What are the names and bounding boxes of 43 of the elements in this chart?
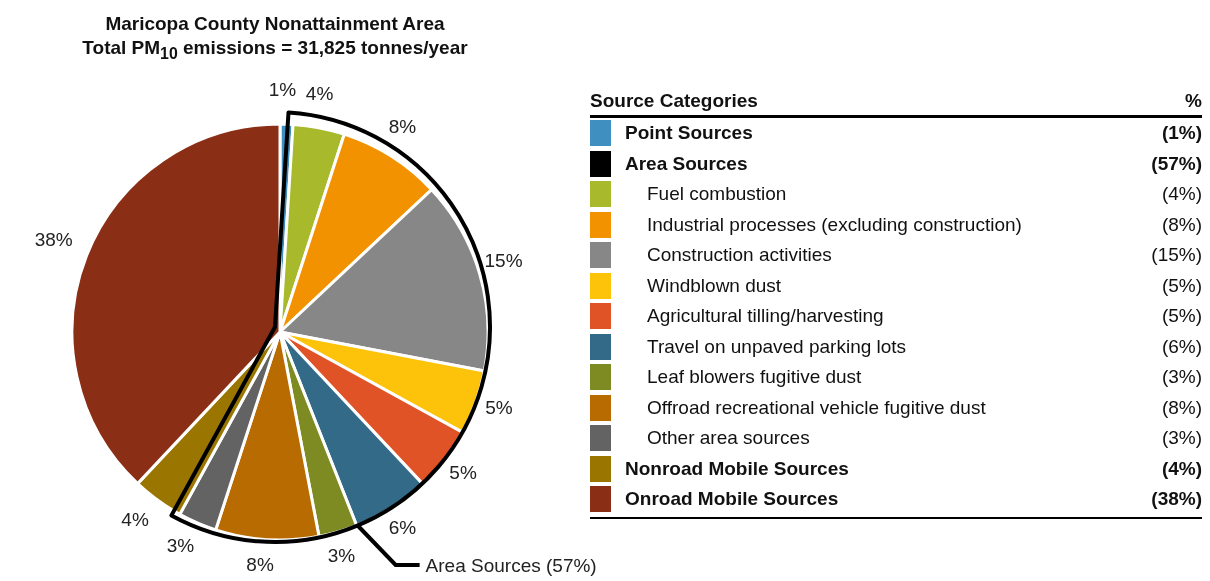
text: (4%) (1161, 457, 1202, 480)
text: (5%) (1161, 274, 1202, 297)
data-label: 38% (34, 228, 73, 250)
text: (3%) (1161, 366, 1202, 389)
text: Area Sources (57%) (425, 554, 597, 576)
legend-label: Industrial processes (excluding construction) (646, 213, 1023, 236)
data-label: 8% (246, 554, 274, 576)
data-label: 3% (327, 545, 356, 567)
text: (8%) (1161, 213, 1202, 236)
text: (3%) (1161, 427, 1202, 450)
text: (38%) (1151, 488, 1202, 511)
text: (15%) (1151, 244, 1202, 267)
legend-label: Travel on unpaved parking lots (646, 335, 908, 358)
data-label: 4% (305, 82, 334, 104)
data-label: 15% (484, 250, 523, 272)
text: (5%) (1161, 305, 1202, 328)
text: (57%) (1151, 152, 1202, 175)
legend-label: Other area sources (646, 427, 811, 450)
data-label: 4% (121, 509, 149, 531)
legend-label: Onroad Mobile Sources (625, 488, 840, 511)
legend-title: Source Categories (590, 90, 759, 112)
text: (8%) (1161, 396, 1202, 419)
data-label: 6% (388, 517, 417, 539)
legend-label: Nonroad Mobile Sources (625, 457, 850, 480)
text: (1%) (1161, 122, 1202, 145)
legend-label: Windblown dust (646, 274, 783, 297)
legend-label: Offroad recreational vehicle fugitive dust (646, 396, 987, 419)
legend-label: Construction activities (646, 244, 833, 267)
text: % (1185, 90, 1202, 112)
data-label: 8% (388, 115, 417, 137)
data-label: 1% (268, 78, 297, 100)
text: Area Sources (625, 152, 749, 175)
legend-label: Leaf blowers fugitive dust (646, 366, 863, 389)
legend-label: Agricultural tilling/harvesting (646, 305, 885, 328)
text: (6%) (1161, 335, 1202, 358)
legend-label: Point Sources (625, 122, 754, 145)
data-label: 3% (166, 534, 195, 556)
chart-subtitle: Total PM$_{10}$ emissions = 31,825 tonnes/year (81, 36, 469, 64)
legend-label: Fuel combustion (646, 183, 788, 206)
text: (4%) (1161, 183, 1202, 206)
chart-title: Maricopa County Nonattainment Area (104, 12, 446, 36)
data-label: 5% (449, 462, 477, 484)
data-label: 5% (485, 397, 513, 419)
